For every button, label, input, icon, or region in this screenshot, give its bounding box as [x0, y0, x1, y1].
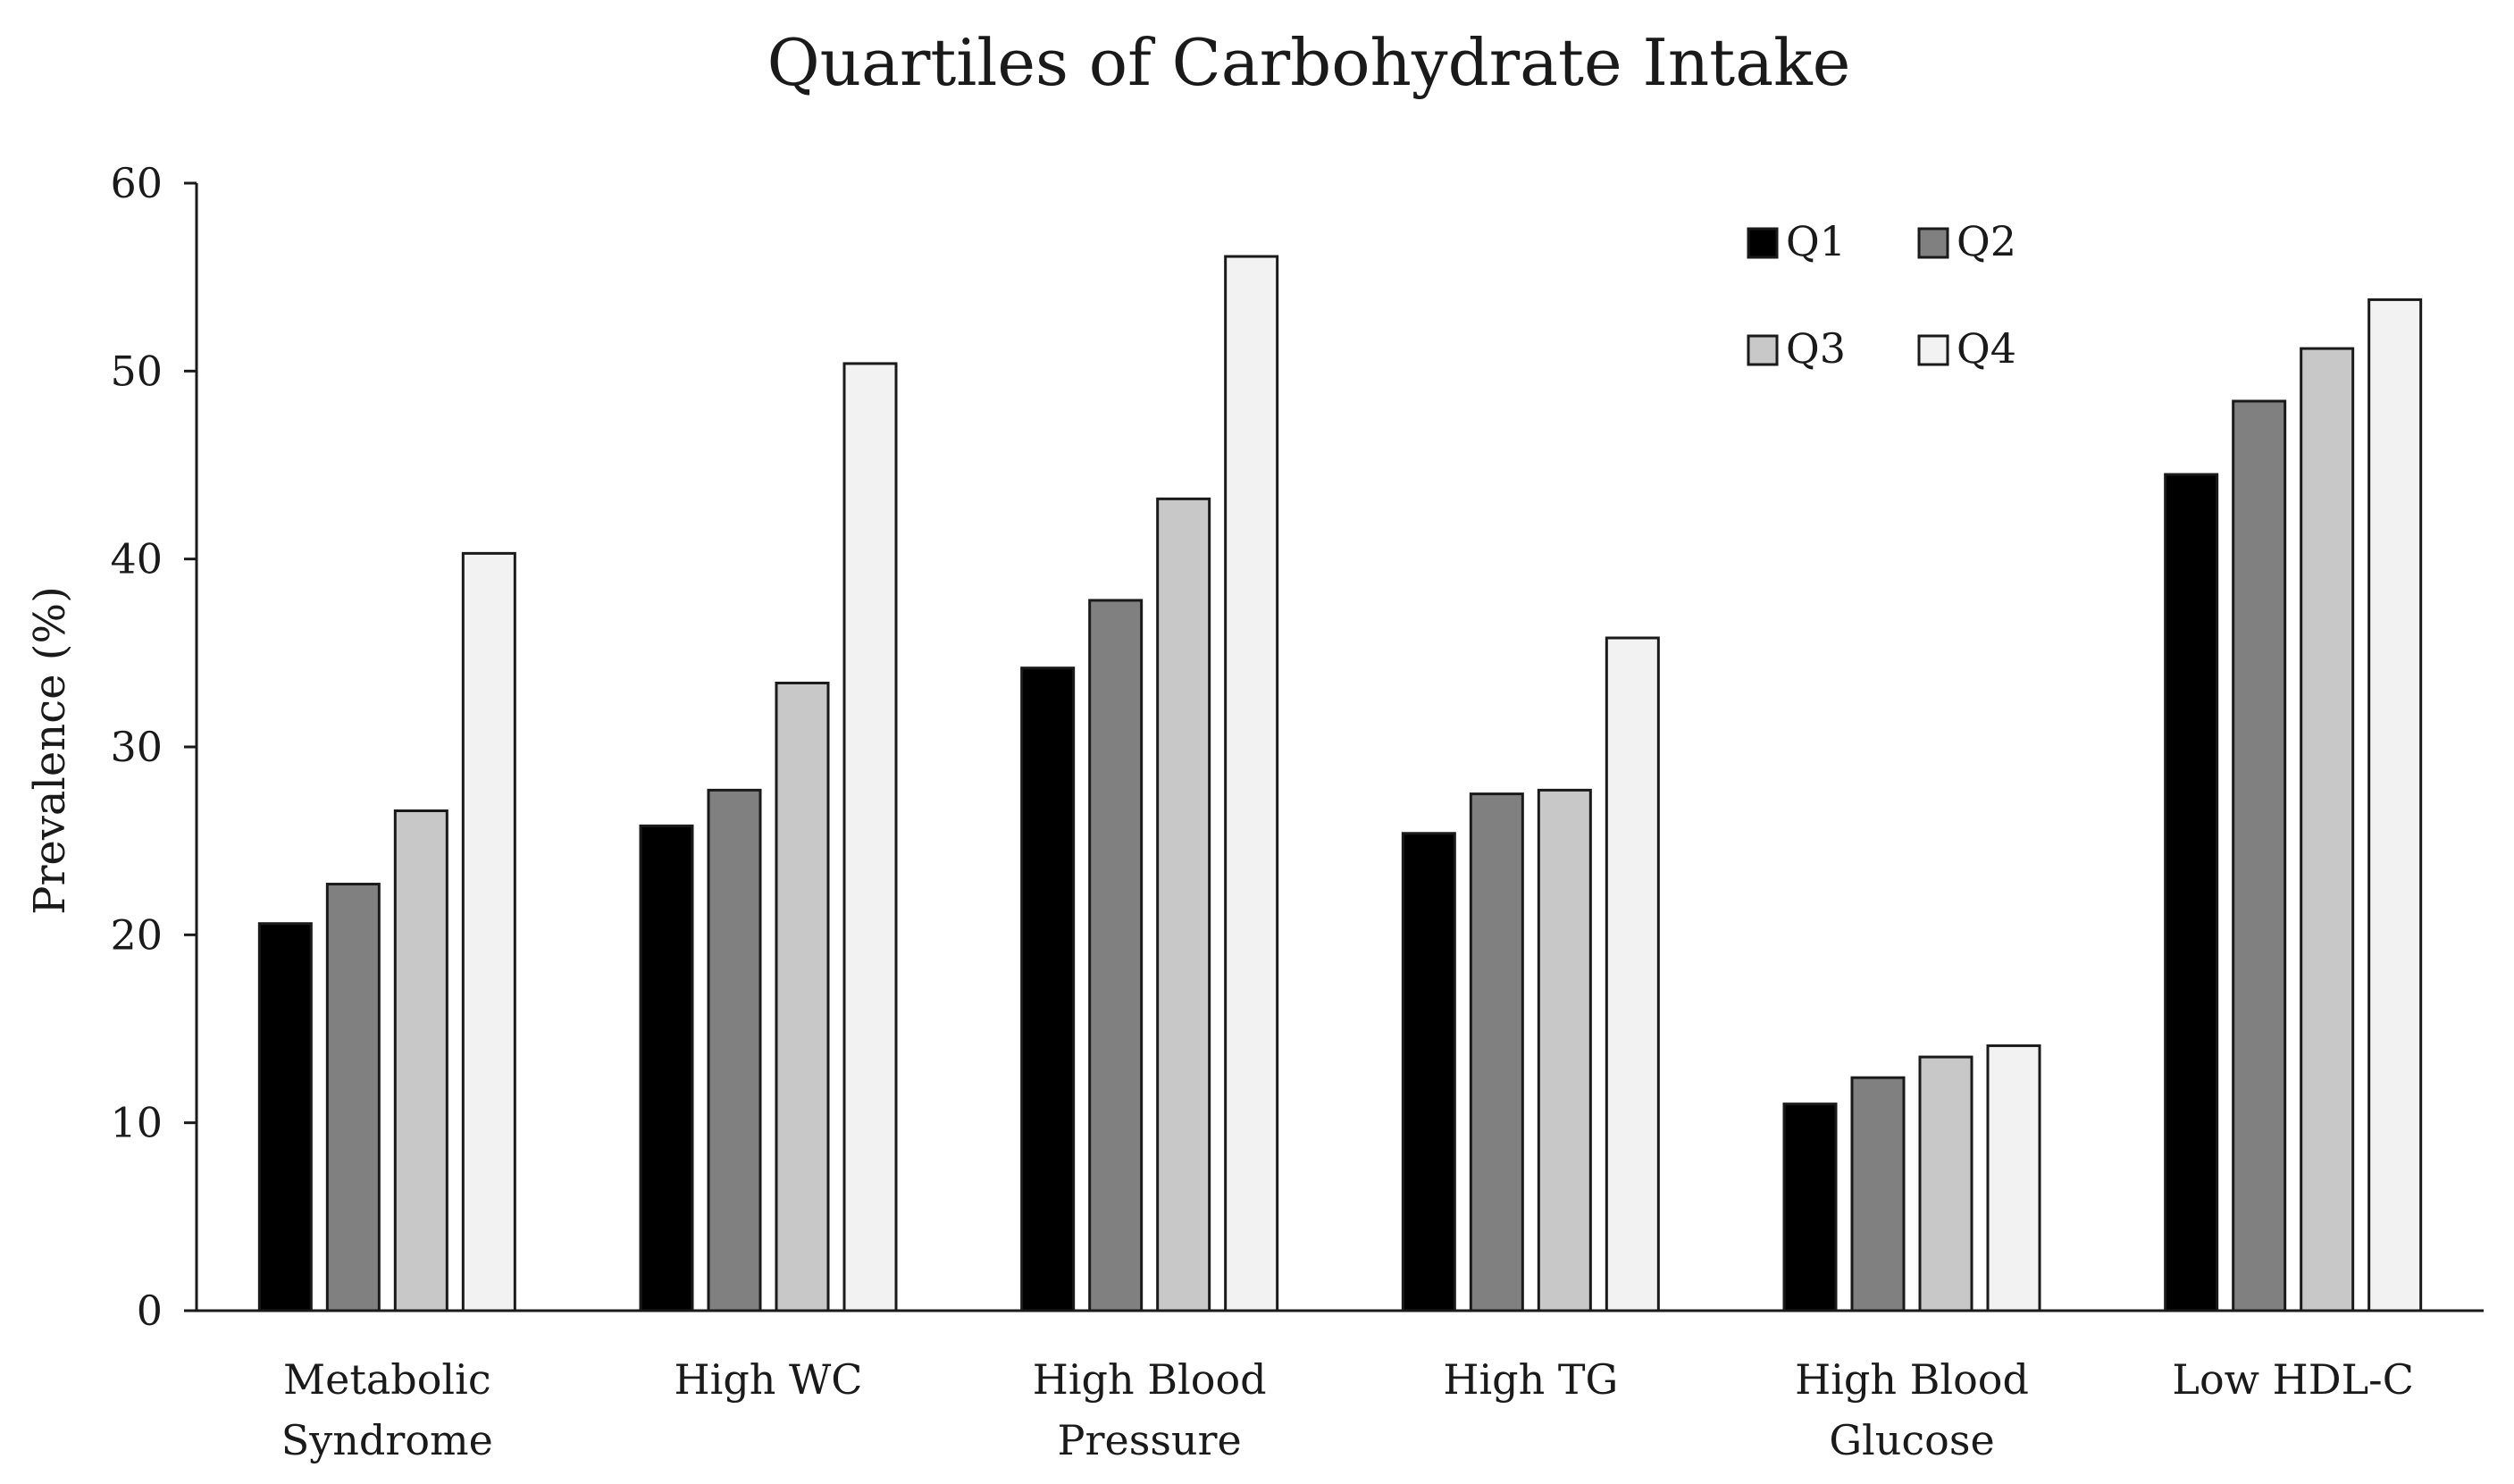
bar-q3	[1156, 497, 1211, 1312]
bar-q2	[325, 883, 381, 1312]
bar-q1	[2164, 473, 2219, 1312]
y-tick-label: 30	[110, 723, 163, 771]
y-tick-label: 10	[110, 1099, 163, 1147]
y-axis-title: Prevalence (%)	[25, 586, 75, 915]
legend-swatch-q4	[1917, 334, 1949, 366]
bar-q1	[1401, 832, 1456, 1312]
x-category-label: High WC	[675, 1355, 863, 1404]
bar-q3	[775, 681, 830, 1312]
x-category-label-line: Metabolic	[283, 1355, 491, 1404]
legend: Q1 Q2 Q3 Q4	[1747, 217, 2016, 373]
x-category-label-line: High WC	[675, 1355, 863, 1404]
bar-q3	[2300, 347, 2355, 1312]
x-category-label: High Blood Pressure	[1033, 1355, 1267, 1464]
bar-q2	[1088, 599, 1144, 1312]
bar-q1	[1782, 1103, 1838, 1312]
y-axis-ticks: 0 10 20 30 40 50 60	[110, 159, 197, 1335]
bar-q1	[257, 922, 313, 1312]
x-category-label-line: High Blood	[1795, 1355, 2029, 1404]
bar-q4	[1224, 255, 1279, 1312]
legend-swatch-q1	[1747, 227, 1779, 259]
x-category-label: Metabolic Syndrome	[281, 1355, 493, 1464]
bar-q3	[1537, 788, 1592, 1312]
x-category-label-line: Glucose	[1829, 1416, 1994, 1464]
bar-q4	[2367, 298, 2423, 1312]
bar-q2	[1850, 1076, 1906, 1312]
axes	[195, 183, 2484, 1312]
x-category-label: Low HDL-C	[2172, 1355, 2414, 1404]
legend-label-q2: Q2	[1957, 217, 2016, 265]
bar-series	[257, 255, 2423, 1312]
bar-q2	[2232, 399, 2287, 1312]
bar-q3	[393, 809, 448, 1312]
y-tick-label: 20	[110, 910, 163, 959]
x-axis-category-labels: Metabolic Syndrome High WC High Blood Pressu…	[281, 1355, 2414, 1464]
bar-q4	[1986, 1044, 2041, 1312]
bar-q4	[1605, 636, 1660, 1312]
bar-q1	[639, 824, 694, 1312]
y-tick-label: 0	[137, 1287, 163, 1335]
bar-q2	[1469, 792, 1524, 1312]
x-category-label-line: Pressure	[1058, 1416, 1242, 1464]
legend-label-q3: Q3	[1786, 324, 1846, 373]
y-tick-label: 60	[110, 159, 163, 207]
legend-label-q1: Q1	[1786, 217, 1846, 265]
x-category-label-line: Low HDL-C	[2172, 1355, 2414, 1404]
x-category-label: High Blood Glucose	[1795, 1355, 2029, 1464]
y-tick-label: 50	[110, 347, 163, 395]
x-category-label-line: Syndrome	[281, 1416, 493, 1464]
chart-title: Quartiles of Carbohydrate Intake	[767, 25, 1851, 100]
bar-q1	[1020, 667, 1076, 1312]
legend-swatch-q2	[1917, 227, 1949, 259]
bar-q4	[842, 362, 898, 1312]
bar-q4	[461, 551, 516, 1312]
y-tick-label: 40	[110, 535, 163, 583]
legend-swatch-q3	[1747, 334, 1779, 366]
bar-q2	[707, 788, 762, 1312]
x-category-label: High TG	[1443, 1355, 1618, 1404]
x-category-label-line: High Blood	[1033, 1355, 1267, 1404]
bar-q3	[1918, 1055, 1973, 1312]
legend-label-q4: Q4	[1957, 324, 2016, 373]
x-category-label-line: High TG	[1443, 1355, 1618, 1404]
